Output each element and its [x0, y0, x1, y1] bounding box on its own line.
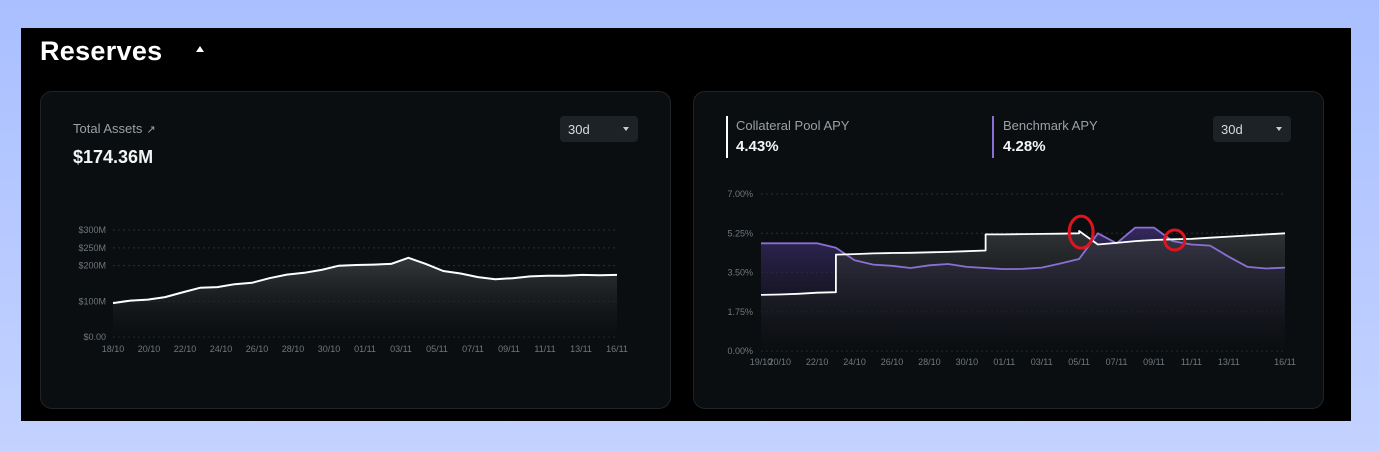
- x-tick-label: 09/11: [1143, 357, 1165, 367]
- x-tick-label: 18/10: [102, 344, 125, 354]
- y-tick-label: 0.00%: [727, 346, 753, 356]
- benchmark-apy-value: 4.28%: [1003, 138, 1046, 155]
- y-tick-label: $250M: [78, 243, 106, 253]
- total-assets-area: [113, 257, 617, 337]
- x-tick-label: 26/10: [246, 344, 269, 354]
- x-tick-label: 03/11: [390, 344, 412, 354]
- x-tick-label: 22/10: [806, 357, 829, 367]
- total-assets-label-wrap[interactable]: Total Assets ↗: [73, 121, 156, 136]
- total-assets-range-select[interactable]: 30d: [560, 116, 638, 142]
- y-tick-label: $0.00: [83, 332, 106, 342]
- collateral-line: [760, 230, 1286, 296]
- x-tick-label: 03/11: [1031, 357, 1053, 367]
- x-tick-label: 11/11: [534, 344, 555, 354]
- annotation-circle: [1067, 214, 1095, 250]
- x-tick-label: 01/11: [354, 344, 376, 354]
- x-tick-label: 26/10: [881, 357, 904, 367]
- x-tick-label: 01/11: [993, 357, 1015, 367]
- x-tick-label: 11/11: [1181, 357, 1202, 367]
- x-tick-label: 07/11: [1106, 357, 1128, 367]
- collateral-area: [761, 231, 1285, 351]
- total-assets-range-value: 30d: [568, 122, 590, 137]
- total-assets-line: [112, 256, 618, 305]
- total-assets-label: Total Assets: [73, 121, 143, 136]
- x-tick-label: 24/10: [843, 357, 866, 367]
- y-tick-label: 5.25%: [727, 228, 753, 238]
- apy-card: Collateral Pool APY 4.43% Benchmark APY …: [693, 91, 1324, 409]
- x-tick-label: 24/10: [210, 344, 233, 354]
- y-tick-label: 7.00%: [727, 189, 753, 199]
- y-tick-label: $300M: [78, 225, 106, 235]
- y-tick-label: 1.75%: [727, 307, 753, 317]
- x-tick-label: 20/10: [138, 344, 161, 354]
- x-tick-label: 22/10: [174, 344, 197, 354]
- collateral-apy-value: 4.43%: [736, 138, 779, 155]
- annotation-circle: [1163, 228, 1187, 252]
- total-assets-chart: $0.00 $100M $200M $250M $300M 18/10 20/10 22/10…: [78, 225, 628, 354]
- external-link-icon[interactable]: ↗: [146, 124, 156, 136]
- y-tick-label: $100M: [78, 296, 106, 306]
- apy-range-select[interactable]: 30d: [1213, 116, 1291, 142]
- x-tick-label: 13/11: [1218, 357, 1240, 367]
- chevron-down-icon: [1276, 127, 1282, 131]
- total-assets-value: $174.36M: [73, 147, 154, 167]
- x-tick-label: 05/11: [426, 344, 448, 354]
- collateral-legend-bar: [726, 116, 728, 158]
- x-tick-label: 30/10: [956, 357, 979, 367]
- y-tick-label: $200M: [78, 261, 106, 271]
- benchmark-apy-label: Benchmark APY: [1003, 118, 1098, 133]
- collapse-caret-icon[interactable]: [196, 46, 204, 52]
- x-tick-label: 07/11: [462, 344, 484, 354]
- x-tick-label: 05/11: [1068, 357, 1090, 367]
- x-tick-label: 09/11: [498, 344, 520, 354]
- reserves-panel: Reserves Total Assets ↗ $174.36M 30d $0.0…: [21, 28, 1351, 421]
- total-assets-card: Total Assets ↗ $174.36M 30d $0.00 $100M $20…: [40, 91, 671, 409]
- chevron-down-icon: [623, 127, 629, 131]
- y-tick-label: 3.50%: [727, 268, 753, 278]
- benchmark-line: [761, 226, 1286, 270]
- x-tick-label: 16/11: [1274, 357, 1296, 367]
- x-tick-label: 19/10: [750, 357, 773, 367]
- benchmark-legend-bar: [992, 116, 994, 158]
- x-tick-label: 20/10: [768, 357, 791, 367]
- apy-range-value: 30d: [1221, 122, 1243, 137]
- x-tick-label: 28/10: [918, 357, 941, 367]
- collateral-apy-label: Collateral Pool APY: [736, 118, 850, 133]
- section-title: Reserves: [40, 36, 163, 66]
- x-tick-label: 28/10: [282, 344, 305, 354]
- x-tick-label: 13/11: [570, 344, 592, 354]
- x-tick-label: 16/11: [606, 344, 628, 354]
- x-tick-label: 30/10: [318, 344, 341, 354]
